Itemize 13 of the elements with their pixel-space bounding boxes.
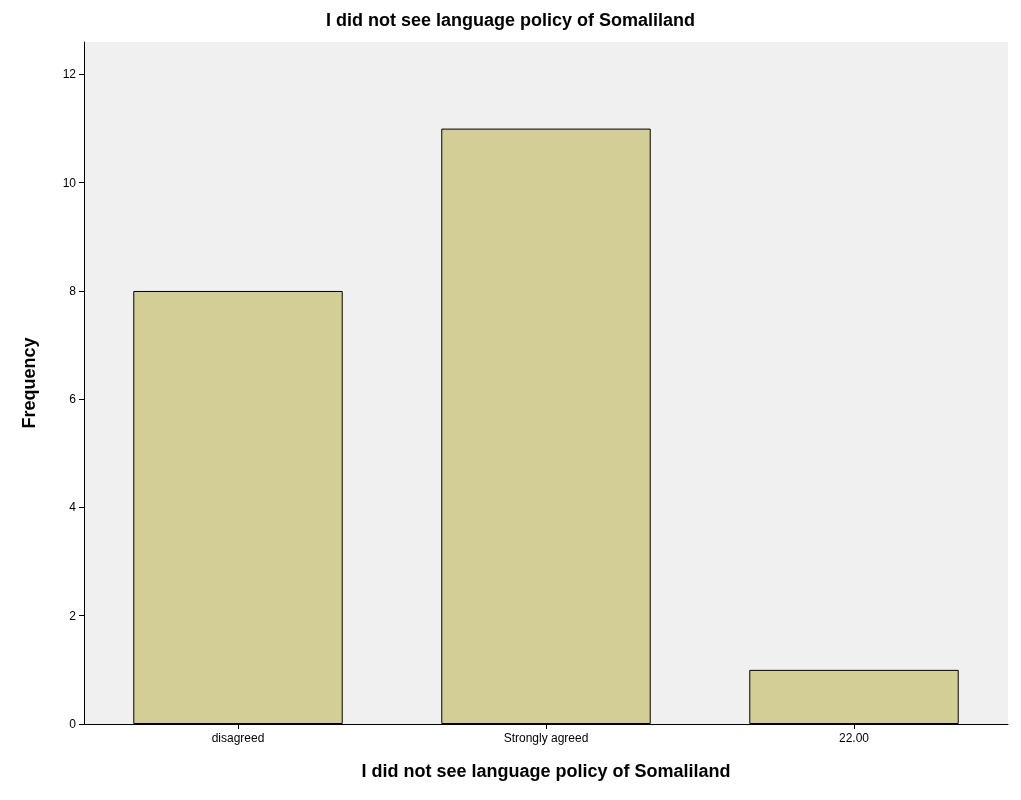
x-tick-label: Strongly agreed (503, 731, 589, 745)
y-tick-label: 4 (69, 500, 77, 515)
y-tick-label: 6 (69, 392, 77, 407)
y-tick-label: 2 (69, 608, 77, 623)
x-tick-label: 22.00 (838, 731, 870, 745)
y-tick-label: 8 (69, 283, 77, 298)
y-tick-label: 10 (62, 175, 77, 190)
y-tick-label: 0 (69, 717, 77, 731)
x-tick-label: disagreed (211, 731, 265, 745)
chart-title: I did not see language policy of Somaliland (325, 10, 696, 30)
y-axis-title: Frequency (19, 337, 39, 429)
y-tick-label: 12 (62, 67, 77, 82)
x-axis-title: I did not see language policy of Somaliland (361, 761, 731, 781)
